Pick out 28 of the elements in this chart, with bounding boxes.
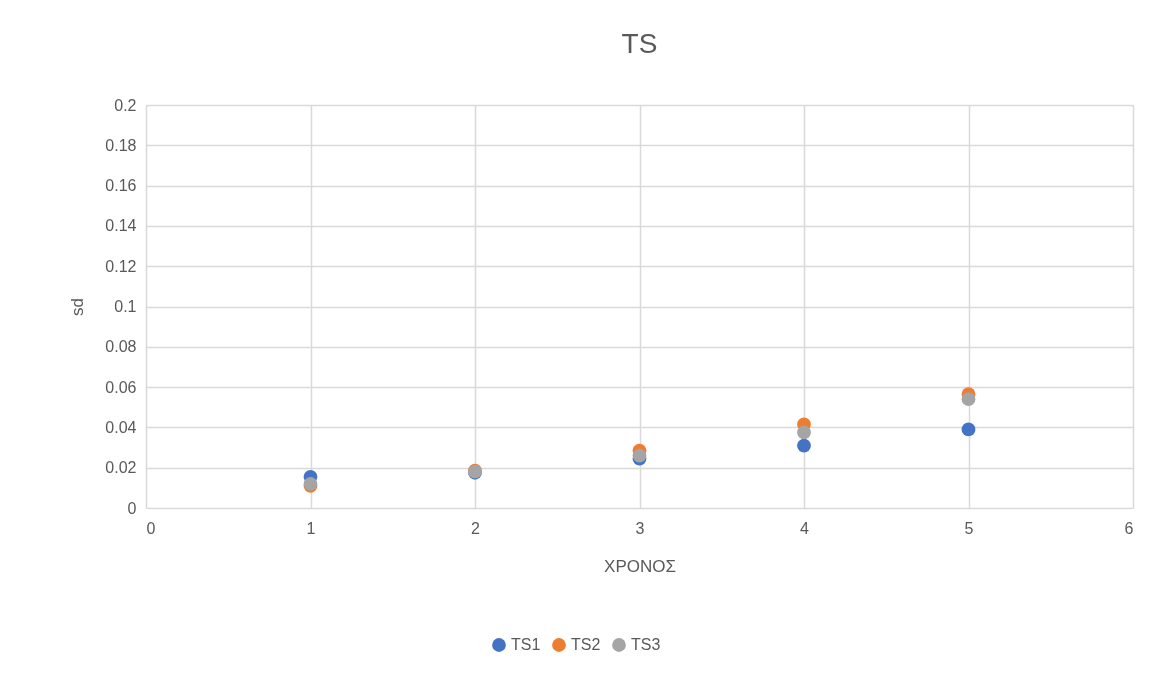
chart-title: TS [621,28,658,59]
point [797,425,811,440]
y-tick-label: 0.16 [105,177,137,195]
point [961,392,976,407]
y-tick-label: 0.06 [105,378,137,396]
y-tick-label: 0.02 [105,459,137,477]
x-tick-label: 3 [635,519,645,537]
x-tick-label: 2 [471,519,481,537]
y-tick-label: 0.18 [105,136,137,154]
y-tick-label: 0.12 [105,257,137,275]
y-tick-label: 0.1 [114,298,137,315]
x-tick-label: 6 [1124,519,1134,537]
y-axis-title: sd [68,298,88,316]
y-tick-label: 0.08 [105,338,137,356]
x-tick-label: 1 [306,519,316,537]
legend-label: TS2 [571,636,601,653]
x-tick-label: 0 [146,519,156,537]
y-tick-label: 0.04 [105,418,137,436]
x-axis-title: ΧΡΟΝΟΣ [604,556,676,576]
legend-label: TS3 [631,636,661,653]
point [961,422,976,437]
x-tick-label: 5 [964,519,974,537]
legend-label: TS1 [511,636,541,653]
y-tick-label: 0 [127,499,137,517]
point [797,438,811,453]
x-tick-label: 4 [800,519,810,537]
y-tick-label: 0.2 [114,96,137,114]
y-tick-label: 0.14 [105,217,137,235]
